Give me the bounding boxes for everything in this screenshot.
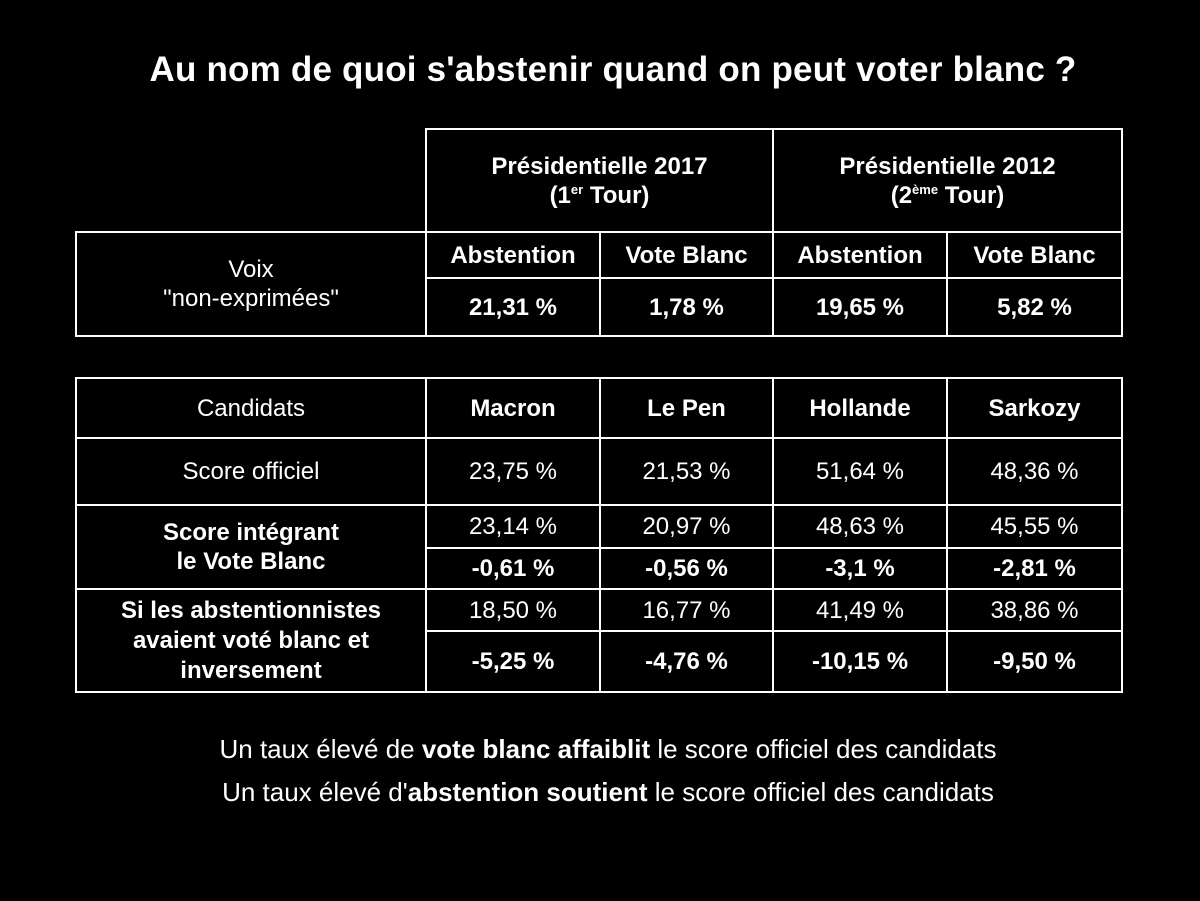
- score-abst-hollande: 41,49 %: [815, 596, 905, 624]
- delta-abst-macron: -5,25 %: [471, 648, 555, 675]
- divider: [425, 377, 427, 692]
- divider: [425, 630, 1122, 632]
- election-2012-title: Présidentielle 2012: [839, 152, 1056, 180]
- score-officiel-macron: 23,75 %: [468, 458, 558, 485]
- divider: [75, 588, 1122, 590]
- page-title: Au nom de quoi s'abstenir quand on peut …: [149, 50, 1077, 89]
- delta-abst-sarkozy: -9,50 %: [993, 648, 1076, 675]
- divider: [425, 547, 1122, 549]
- candidate-hollande: Hollande: [809, 394, 911, 422]
- candidats-label: Candidats: [196, 394, 306, 422]
- score-officiel-sarkozy: 48,36 %: [990, 458, 1079, 485]
- delta-abst-le-pen: -4,76 %: [645, 648, 728, 675]
- score-abst-sarkozy: 38,86 %: [990, 596, 1079, 624]
- delta-blanc-macron: -0,61 %: [471, 555, 555, 582]
- score-abst-label: Si les abstentionnistes avaient voté bla…: [120, 596, 382, 684]
- divider: [75, 437, 1122, 439]
- header-abstention-2017: Abstention: [450, 241, 576, 269]
- header-abstention-2012: Abstention: [797, 241, 923, 269]
- header-vote-blanc-2012: Vote Blanc: [973, 241, 1096, 269]
- score-blanc-label: Score intégrant le Vote Blanc: [162, 519, 340, 575]
- divider: [772, 377, 774, 692]
- election-header-2017: Présidentielle 2017 (1er Tour): [427, 130, 772, 231]
- divider: [772, 128, 774, 232]
- delta-blanc-le-pen: -0,56 %: [645, 555, 728, 582]
- divider: [599, 377, 601, 692]
- score-officiel-hollande: 51,64 %: [815, 458, 905, 485]
- divider: [946, 377, 948, 692]
- footer-line-1: Un taux élevé de vote blanc affaiblit le…: [219, 734, 997, 764]
- value-vote-blanc-2017: 1,78 %: [649, 293, 724, 321]
- score-blanc-le-pen: 20,97 %: [642, 513, 731, 540]
- score-abst-macron: 18,50 %: [468, 596, 558, 624]
- election-header-2012: Présidentielle 2012 (2ème Tour): [774, 130, 1121, 231]
- divider: [425, 231, 427, 336]
- delta-blanc-hollande: -3,1 %: [825, 555, 895, 582]
- divider: [425, 277, 1122, 279]
- value-abstention-2012: 19,65 %: [815, 293, 905, 321]
- footer-line-2: Un taux élevé d'abstention soutient le s…: [222, 777, 994, 807]
- voix-label: Voix "non-exprimées": [163, 256, 339, 312]
- score-blanc-macron: 23,14 %: [468, 513, 558, 540]
- divider: [946, 231, 948, 336]
- candidate-macron: Macron: [470, 394, 556, 422]
- delta-blanc-sarkozy: -2,81 %: [993, 555, 1076, 582]
- divider: [772, 231, 774, 336]
- value-abstention-2017: 21,31 %: [468, 293, 558, 321]
- value-vote-blanc-2012: 5,82 %: [997, 293, 1072, 321]
- score-officiel-le-pen: 21,53 %: [642, 458, 731, 485]
- header-vote-blanc-2017: Vote Blanc: [625, 241, 748, 269]
- election-2012-round: (2ème Tour): [890, 181, 1005, 209]
- election-2017-title: Présidentielle 2017: [491, 152, 708, 180]
- score-officiel-label: Score officiel: [182, 458, 320, 485]
- divider: [599, 231, 601, 336]
- candidate-le-pen: Le Pen: [647, 394, 726, 422]
- election-2017-round: (1er Tour): [549, 181, 650, 209]
- score-blanc-sarkozy: 45,55 %: [990, 513, 1079, 540]
- score-abst-le-pen: 16,77 %: [642, 596, 731, 624]
- candidate-sarkozy: Sarkozy: [988, 394, 1081, 422]
- delta-abst-hollande: -10,15 %: [811, 648, 909, 675]
- divider: [75, 504, 1122, 506]
- score-blanc-hollande: 48,63 %: [815, 513, 905, 540]
